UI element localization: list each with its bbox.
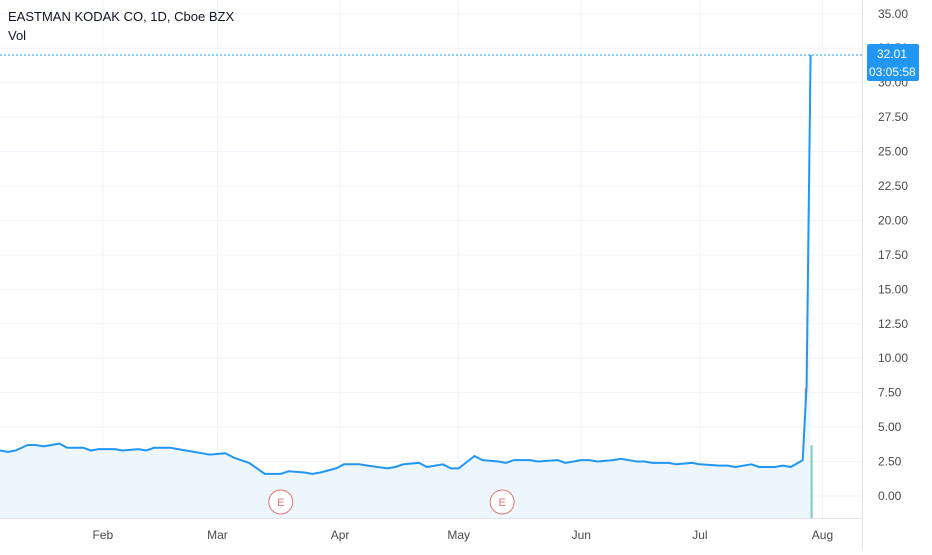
x-tick-label: May (447, 528, 470, 542)
y-tick-label: 10.00 (878, 351, 908, 365)
earnings-marker[interactable]: E (268, 489, 294, 515)
y-tick-label: 20.00 (878, 213, 908, 227)
time-axis[interactable]: Feb Mar Apr May Jun Jul Aug (92, 528, 833, 542)
earnings-marker-label: E (499, 497, 506, 509)
y-tick-label: 12.50 (878, 317, 908, 331)
x-tick-label: Jul (692, 528, 707, 542)
y-tick-label: 0.00 (878, 489, 902, 503)
earnings-marker[interactable]: E (489, 489, 515, 515)
grid (0, 0, 862, 518)
price-tag-background (867, 44, 919, 81)
price-tag-value: 32.01 (877, 47, 907, 61)
y-tick-label: 17.50 (878, 248, 908, 262)
x-tick-label: Aug (812, 528, 833, 542)
earnings-marker-circle (268, 489, 294, 515)
y-tick-label: 5.00 (878, 420, 902, 434)
earnings-marker-label: E (277, 497, 284, 509)
price-axis[interactable]: 35.0032.5030.0027.5025.0022.5020.0017.50… (878, 7, 908, 503)
x-tick-label: Jun (572, 528, 591, 542)
y-tick-label: 35.00 (878, 7, 908, 21)
x-tick-label: Mar (207, 528, 228, 542)
y-tick-label: 27.50 (878, 110, 908, 124)
earnings-marker-circle (489, 489, 515, 515)
y-tick-label: 22.50 (878, 179, 908, 193)
y-tick-label: 25.00 (878, 145, 908, 159)
price-area-fill (0, 55, 811, 518)
x-tick-label: Apr (331, 528, 350, 542)
y-tick-label: 15.00 (878, 282, 908, 296)
x-tick-label: Feb (92, 528, 113, 542)
y-tick-label: 7.50 (878, 386, 902, 400)
price-line[interactable] (0, 54, 812, 475)
price-tag: 32.01 03:05:58 (867, 44, 919, 81)
symbol-title[interactable]: EASTMAN KODAK CO, 1D, Cboe BZX (8, 9, 234, 24)
price-tag-countdown: 03:05:58 (869, 65, 916, 79)
volume-label[interactable]: Vol (8, 28, 26, 43)
y-tick-label: 2.50 (878, 455, 902, 469)
